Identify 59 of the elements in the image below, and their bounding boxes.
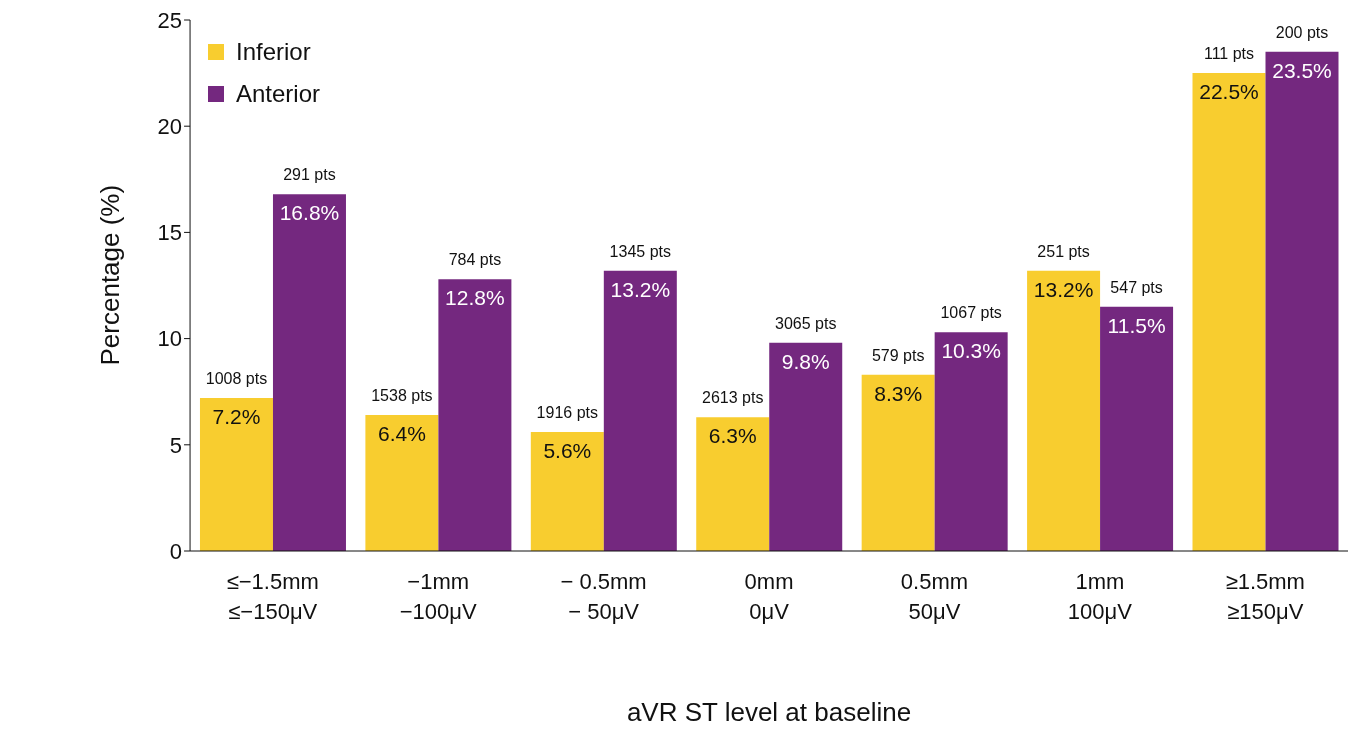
bar — [1192, 73, 1266, 551]
y-tick-label: 25 — [157, 7, 183, 33]
annotation: 200 pts — [1275, 23, 1329, 41]
annotation: 291 pts — [283, 166, 336, 184]
x-tick-label: ≤−1.5mm ≤−150μV — [226, 569, 319, 624]
data-label: 9.8% — [781, 349, 830, 373]
x-tick-label: − 0.5mm − 50μV — [560, 569, 647, 624]
bar — [696, 417, 770, 551]
data-label: 16.8% — [279, 201, 340, 225]
data-label: 11.5% — [1107, 313, 1166, 337]
legend-label: Anterior — [235, 80, 321, 108]
data-label: 6.3% — [708, 424, 757, 448]
legend-label: Inferior — [235, 38, 312, 66]
y-tick-label: 20 — [157, 114, 183, 140]
bar — [1100, 306, 1174, 551]
data-label: 10.3% — [941, 339, 1001, 363]
annotation: 547 pts — [1110, 278, 1163, 296]
y-tick-label: 10 — [157, 326, 183, 352]
annotation: 1008 pts — [205, 370, 268, 388]
data-label: 6.4% — [377, 422, 426, 446]
bar — [438, 279, 512, 551]
annotation: 3065 pts — [775, 314, 837, 332]
data-label: 7.2% — [212, 405, 261, 429]
x-tick-label: −1mm −100μV — [399, 569, 477, 624]
data-label: 22.5% — [1199, 80, 1259, 104]
bar — [530, 432, 604, 551]
annotation: 1916 pts — [536, 404, 599, 422]
x-tick-label: 1mm 100μV — [1067, 569, 1133, 624]
annotation: 1345 pts — [609, 242, 672, 260]
y-axis-title: Percentage (%) — [95, 184, 126, 366]
data-label: 13.2% — [1033, 277, 1094, 301]
x-tick-label: 0mm 0μV — [744, 569, 794, 624]
annotation: 111 pts — [1203, 45, 1255, 63]
bar — [365, 415, 439, 551]
data-label: 5.6% — [543, 439, 592, 463]
y-tick-label: 0 — [169, 538, 183, 564]
bar — [603, 270, 677, 551]
data-label: 8.3% — [874, 381, 923, 405]
annotation: 1067 pts — [940, 304, 1002, 322]
annotation: 579 pts — [871, 346, 925, 364]
x-axis-title: aVR ST level at baseline — [626, 697, 912, 727]
x-tick-label: 0.5mm 50μV — [900, 569, 969, 624]
y-tick-label: 15 — [157, 220, 183, 246]
bar — [769, 342, 843, 551]
bar — [1027, 270, 1101, 551]
y-tick-label: 5 — [169, 432, 183, 458]
annotation: 1538 pts — [371, 387, 433, 405]
x-tick-label: ≥1.5mm ≥150μV — [1225, 569, 1305, 624]
bar — [272, 194, 346, 551]
bar — [861, 374, 935, 551]
bar — [934, 332, 1008, 551]
annotation: 251 pts — [1037, 242, 1090, 260]
annotation: 784 pts — [448, 251, 502, 269]
annotation: 2613 pts — [702, 389, 764, 407]
bar — [1265, 51, 1339, 551]
data-label: 12.8% — [445, 286, 505, 310]
data-label: 13.2% — [610, 277, 671, 301]
bar — [199, 398, 273, 551]
data-label: 23.5% — [1272, 58, 1332, 82]
